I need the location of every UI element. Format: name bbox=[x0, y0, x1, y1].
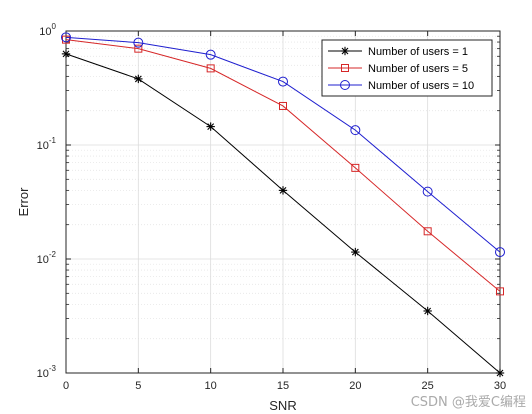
y-tick-label: 10-3 bbox=[37, 364, 57, 380]
x-axis-label: SNR bbox=[269, 398, 296, 413]
marker-stroke bbox=[341, 47, 349, 55]
x-tick-label: 20 bbox=[349, 380, 361, 392]
y-axis-label: Error bbox=[16, 187, 31, 217]
x-tick-label: 15 bbox=[277, 380, 289, 392]
data-point bbox=[495, 247, 505, 258]
data-point bbox=[278, 76, 288, 87]
data-point bbox=[278, 186, 288, 195]
marker-stroke bbox=[279, 186, 287, 194]
marker-stroke bbox=[207, 123, 215, 131]
legend: Number of users = 1 Number of users = 5 Nu… bbox=[321, 39, 493, 97]
marker-stroke bbox=[134, 75, 142, 83]
x-tick-label: 5 bbox=[135, 380, 141, 392]
series-3 bbox=[61, 32, 505, 258]
data-point bbox=[423, 306, 432, 316]
x-tick-label: 0 bbox=[63, 380, 69, 392]
x-tick-label: 25 bbox=[422, 380, 434, 392]
data-point bbox=[134, 44, 143, 53]
data-point bbox=[341, 64, 349, 72]
data-point bbox=[133, 37, 144, 48]
data-point bbox=[205, 49, 216, 60]
legend-label: Number of users = 1 bbox=[368, 46, 468, 58]
data-point bbox=[351, 163, 360, 172]
y-tick-label: 100 bbox=[39, 22, 56, 38]
data-point bbox=[350, 125, 361, 136]
legend-label: Number of users = 5 bbox=[368, 63, 468, 75]
x-tick-label: 10 bbox=[205, 380, 217, 392]
series-line bbox=[65, 39, 501, 292]
data-point bbox=[423, 227, 432, 236]
marker-stroke bbox=[351, 248, 359, 256]
data-point bbox=[495, 368, 505, 378]
marker-stroke bbox=[62, 50, 70, 58]
legend-entry: Number of users = 1 bbox=[328, 46, 468, 58]
legend-label: Number of users = 10 bbox=[368, 80, 474, 92]
series-1 bbox=[61, 49, 505, 378]
axis-ticks: 10-3 10-2 10-1 100 0 5 10 15 20 25 30 bbox=[37, 22, 507, 392]
data-point bbox=[351, 247, 360, 257]
series-layer bbox=[61, 32, 505, 378]
series-2 bbox=[62, 35, 504, 296]
marker-stroke bbox=[496, 369, 504, 377]
data-point bbox=[134, 74, 143, 84]
data-point bbox=[206, 64, 215, 73]
data-point bbox=[340, 80, 350, 90]
data-point bbox=[340, 46, 350, 56]
marker-stroke bbox=[424, 307, 432, 315]
data-point bbox=[279, 101, 287, 110]
data-point bbox=[61, 49, 71, 59]
legend-entry: Number of users = 5 bbox=[328, 63, 468, 75]
legend-entry: Number of users = 10 bbox=[328, 80, 474, 92]
y-tick-label: 10-1 bbox=[37, 136, 57, 152]
data-point bbox=[496, 287, 504, 296]
y-tick-label: 10-2 bbox=[37, 250, 57, 266]
data-point bbox=[206, 122, 215, 131]
x-tick-label: 30 bbox=[494, 380, 506, 392]
watermark: CSDN @我爱C编程 bbox=[410, 395, 526, 410]
data-point bbox=[61, 32, 71, 43]
series-line bbox=[65, 36, 501, 253]
data-point bbox=[422, 186, 433, 197]
data-point bbox=[62, 35, 70, 44]
